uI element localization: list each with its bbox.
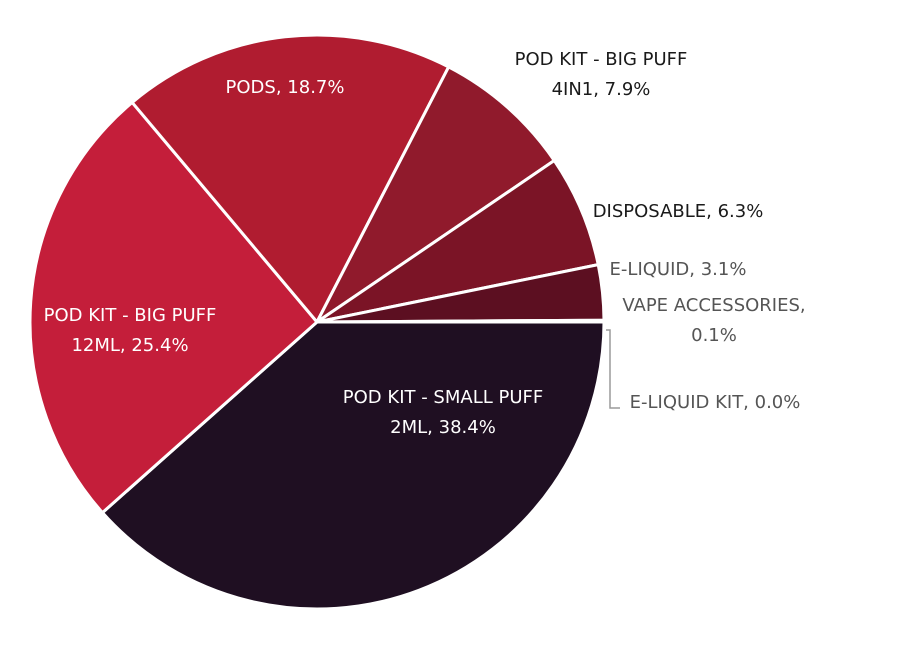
pie-slice xyxy=(28,100,319,515)
data-label: 0.1% xyxy=(691,325,737,346)
data-label: DISPOSABLE, 6.3% xyxy=(593,201,764,222)
data-label: POD KIT - BIG PUFF xyxy=(515,49,688,70)
leader-line xyxy=(606,329,620,409)
data-label: POD KIT - SMALL PUFF xyxy=(343,387,543,408)
data-label: 12ML, 25.4% xyxy=(71,335,188,356)
pie-slice xyxy=(100,320,606,611)
data-label: 4IN1, 7.9% xyxy=(552,79,651,100)
pie-slice xyxy=(315,159,600,324)
pie-slice xyxy=(315,65,556,324)
data-label: E-LIQUID KIT, 0.0% xyxy=(630,392,801,413)
data-label: VAPE ACCESSORIES, xyxy=(622,295,805,316)
data-label: POD KIT - BIG PUFF xyxy=(44,305,217,326)
data-label: E-LIQUID, 3.1% xyxy=(610,259,747,280)
data-label: PODS, 18.7% xyxy=(226,77,345,98)
pie-slice xyxy=(130,33,451,324)
data-label: 2ML, 38.4% xyxy=(390,417,496,438)
slices xyxy=(28,33,606,611)
